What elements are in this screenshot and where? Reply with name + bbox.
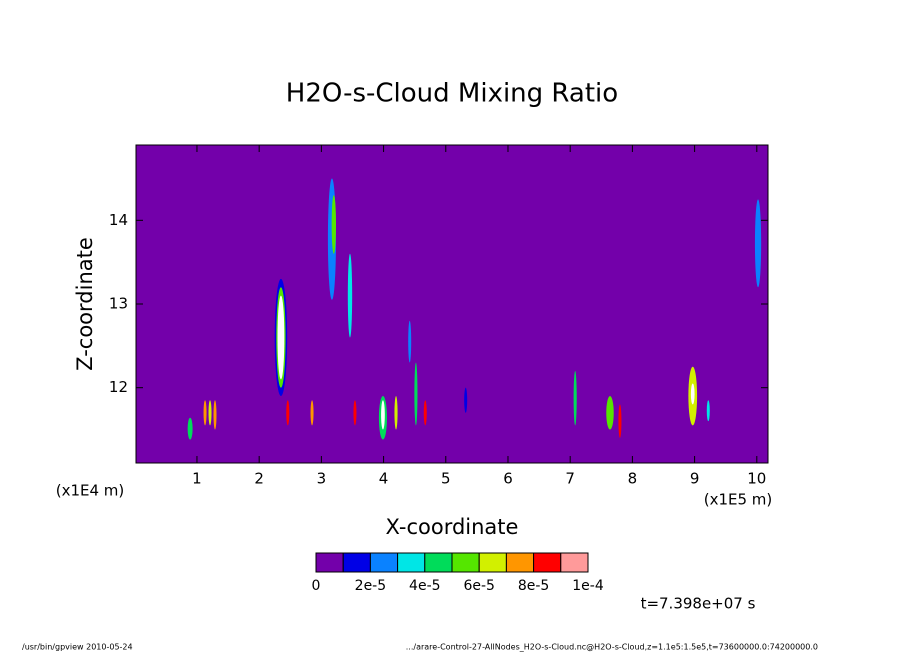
colorbar-box [369,552,399,573]
x-tick-label: 3 [317,470,327,488]
plot-background [136,145,768,463]
contour-region [423,400,427,426]
contour-region [618,404,622,438]
colorbar-tick-label: 2e-5 [355,578,386,594]
x-unit-label: (x1E5 m) [704,491,773,509]
y-tick-label: 13 [109,295,128,313]
colorbar-box [505,552,535,573]
y-tick-label: 12 [109,378,128,396]
contour-region [277,295,285,380]
colorbar-tick-label: 8e-5 [518,578,549,594]
contour-region [408,320,412,363]
contour-region [754,199,762,288]
contour-region [573,370,577,426]
contour-region [347,253,353,338]
colorbar-box [315,552,344,573]
time-label: t=7.398e+07 s [641,595,756,613]
colorbar-box [397,552,426,573]
x-tick-label: 4 [379,470,389,488]
x-tick-label: 7 [565,470,575,488]
y-tick-label: 14 [109,211,128,229]
colorbar-box [424,552,453,573]
contour-region [208,400,212,426]
colorbar-box [533,552,562,573]
contour-region [286,400,290,426]
contour-region [353,400,357,426]
x-tick-label: 5 [441,470,451,488]
x-tick-label: 2 [254,470,264,488]
x-tick-label: 9 [690,470,700,488]
contour-region [381,400,385,430]
x-tick-label: 10 [747,470,766,488]
chart-title: H2O-s-Cloud Mixing Ratio [286,79,618,109]
contour-region [464,387,468,413]
colorbar-box [342,552,371,573]
contour-region [310,400,314,426]
contour-region [203,400,207,426]
colorbar-tick-label: 4e-5 [409,578,440,594]
contour-region [690,383,695,405]
contour-region [394,396,398,430]
x-tick-label: 1 [192,470,202,488]
colorbar-tick-label: 1e-4 [572,578,604,594]
colorbar-tick-label: 0 [312,578,321,594]
x-tick-label: 6 [503,470,513,488]
footer-left: /usr/bin/gpview 2010-05-24 [22,643,133,652]
colorbar-box [560,552,589,573]
y-unit-label: (x1E4 m) [56,482,125,500]
x-tick-label: 8 [628,470,638,488]
colorbar-tick-label: 6e-5 [463,578,494,594]
contour-region [213,400,217,430]
contour-region [331,195,336,254]
colorbar-box [451,552,480,573]
colorbar-box [478,552,507,573]
x-axis-label: X-coordinate [386,515,519,539]
contour-region [706,400,710,422]
contour-region [187,417,193,440]
contour-region [606,396,614,430]
y-axis-label: Z-coordinate [73,237,97,371]
footer-right: .../arare-Control-27-AllNodes_H2O-s-Clou… [406,643,818,652]
contour-region [414,362,418,426]
